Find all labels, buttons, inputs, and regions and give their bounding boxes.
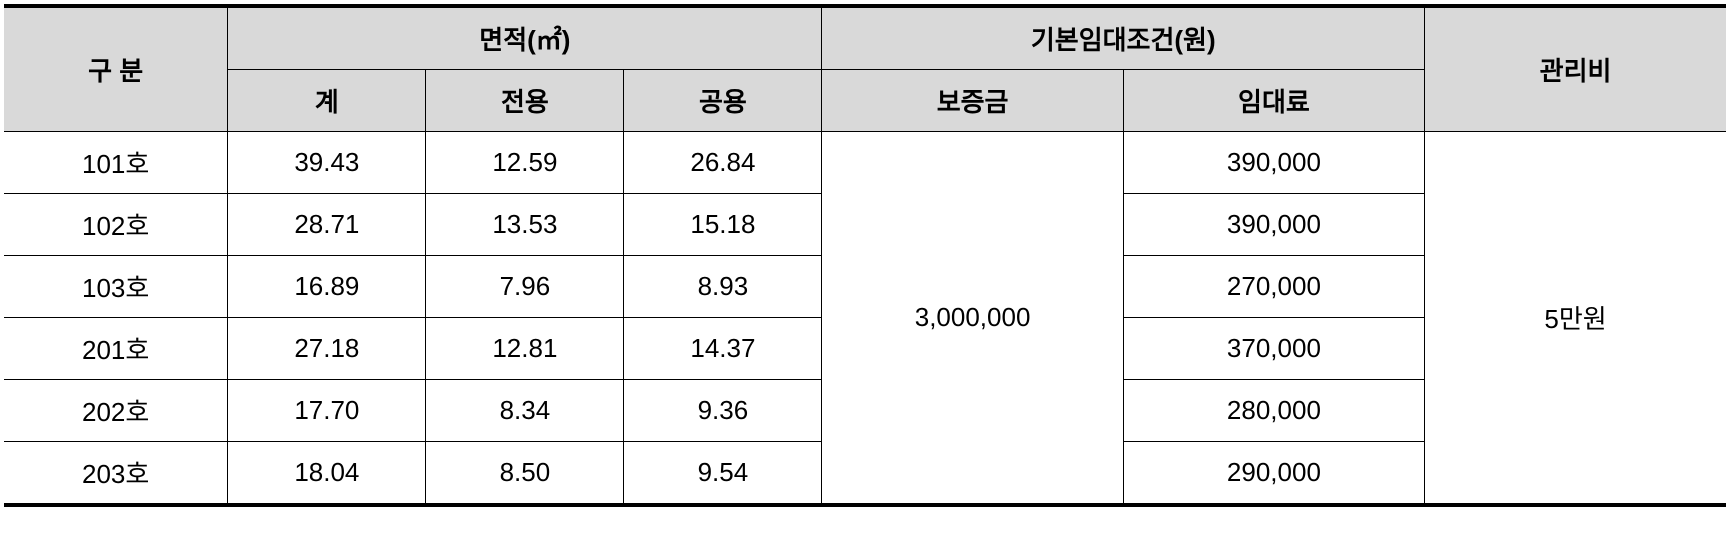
- header-deposit: 보증금: [822, 70, 1123, 132]
- rent-cell: 390,000: [1123, 132, 1424, 194]
- mgmt-fee-cell: 5만원: [1425, 132, 1726, 506]
- unit-cell: 203호: [4, 442, 228, 506]
- area-comm-cell: 14.37: [624, 318, 822, 380]
- area-excl-cell: 12.59: [426, 132, 624, 194]
- area-comm-cell: 9.36: [624, 380, 822, 442]
- header-area-common: 공용: [624, 70, 822, 132]
- area-excl-cell: 7.96: [426, 256, 624, 318]
- unit-cell: 102호: [4, 194, 228, 256]
- lease-table: 구 분 면적(㎡) 기본임대조건(원) 관리비 계 전용 공용 보증금 임대료 …: [4, 4, 1726, 507]
- unit-cell: 101호: [4, 132, 228, 194]
- area-excl-cell: 12.81: [426, 318, 624, 380]
- rent-cell: 390,000: [1123, 194, 1424, 256]
- unit-cell: 103호: [4, 256, 228, 318]
- area-total-cell: 27.18: [228, 318, 426, 380]
- area-comm-cell: 8.93: [624, 256, 822, 318]
- area-comm-cell: 15.18: [624, 194, 822, 256]
- area-excl-cell: 13.53: [426, 194, 624, 256]
- header-lease-group: 기본임대조건(원): [822, 6, 1425, 70]
- area-total-cell: 16.89: [228, 256, 426, 318]
- area-excl-cell: 8.50: [426, 442, 624, 506]
- deposit-cell: 3,000,000: [822, 132, 1123, 506]
- area-total-cell: 18.04: [228, 442, 426, 506]
- header-category: 구 분: [4, 6, 228, 132]
- rent-cell: 290,000: [1123, 442, 1424, 506]
- unit-cell: 201호: [4, 318, 228, 380]
- header-area-total: 계: [228, 70, 426, 132]
- header-area-group: 면적(㎡): [228, 6, 822, 70]
- rent-cell: 280,000: [1123, 380, 1424, 442]
- header-area-exclusive: 전용: [426, 70, 624, 132]
- area-comm-cell: 26.84: [624, 132, 822, 194]
- area-total-cell: 28.71: [228, 194, 426, 256]
- area-excl-cell: 8.34: [426, 380, 624, 442]
- rent-cell: 370,000: [1123, 318, 1424, 380]
- area-total-cell: 39.43: [228, 132, 426, 194]
- rent-cell: 270,000: [1123, 256, 1424, 318]
- area-comm-cell: 9.54: [624, 442, 822, 506]
- header-rent: 임대료: [1123, 70, 1424, 132]
- area-total-cell: 17.70: [228, 380, 426, 442]
- unit-cell: 202호: [4, 380, 228, 442]
- header-mgmt-fee: 관리비: [1425, 6, 1726, 132]
- table-row: 101호 39.43 12.59 26.84 3,000,000 390,000…: [4, 132, 1726, 194]
